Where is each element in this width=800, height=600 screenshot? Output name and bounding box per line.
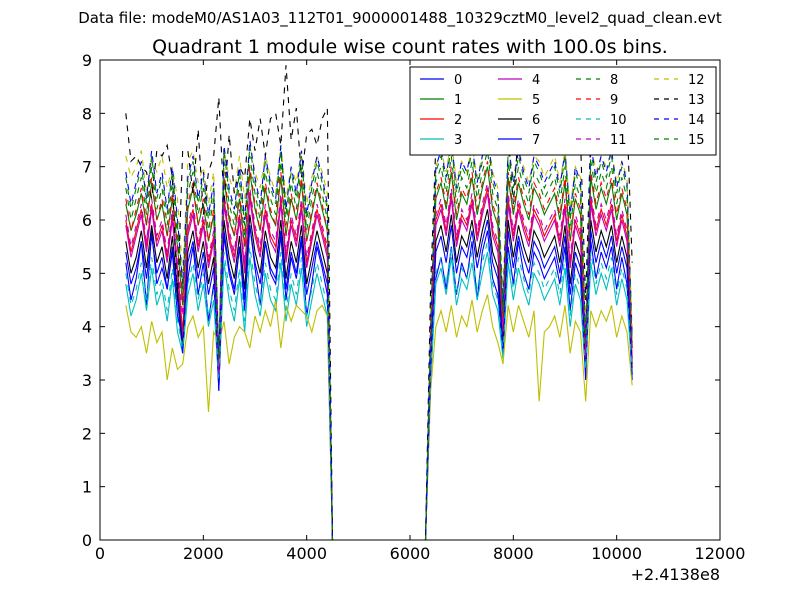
series-line-11	[125, 182, 633, 541]
legend-label-4: 4	[532, 73, 540, 88]
y-tick-label: 9	[82, 51, 92, 70]
x-tick-label: 4000	[286, 544, 327, 563]
figure-suptitle: Data file: modeM0/AS1A03_112T01_90000014…	[78, 9, 722, 27]
legend-label-2: 2	[454, 113, 462, 128]
series-line-0	[125, 225, 633, 541]
legend-label-10: 10	[610, 113, 627, 128]
legend-label-7: 7	[532, 133, 540, 148]
x-tick-label: 10000	[591, 544, 642, 563]
chart-title: Quadrant 1 module wise count rates with …	[152, 36, 668, 58]
legend-label-14: 14	[688, 113, 705, 128]
y-tick-label: 4	[82, 318, 92, 337]
legend-label-12: 12	[688, 73, 705, 88]
legend-box	[409, 66, 717, 156]
legend-label-3: 3	[454, 133, 462, 148]
x-tick-label: 12000	[695, 544, 746, 563]
x-tick-label: 0	[95, 544, 105, 563]
legend-label-11: 11	[610, 133, 627, 148]
y-tick-label: 5	[82, 264, 92, 283]
series-line-2	[125, 187, 633, 541]
series-line-5	[125, 294, 633, 541]
legend-label-8: 8	[610, 73, 618, 88]
legend-label-1: 1	[454, 93, 462, 108]
legend-label-15: 15	[688, 133, 705, 148]
y-tick-label: 6	[82, 211, 92, 230]
y-tick-label: 0	[82, 531, 92, 550]
x-axis-offset-label: +2.4138e8	[631, 565, 720, 584]
legend-label-9: 9	[610, 93, 618, 108]
series-line-10	[125, 241, 633, 541]
series-line-12	[125, 134, 633, 541]
legend-label-5: 5	[532, 93, 540, 108]
y-tick-label: 1	[82, 478, 92, 497]
y-tick-label: 2	[82, 424, 92, 443]
series-line-9	[125, 161, 633, 541]
legend-label-6: 6	[532, 113, 540, 128]
series-line-3	[125, 251, 633, 541]
y-tick-label: 3	[82, 371, 92, 390]
x-tick-label: 8000	[493, 544, 534, 563]
y-tick-label: 8	[82, 104, 92, 123]
y-tick-label: 7	[82, 158, 92, 177]
legend-label-13: 13	[688, 93, 705, 108]
x-tick-label: 2000	[183, 544, 224, 563]
x-tick-label: 6000	[390, 544, 431, 563]
x-axis: 0 2000 4000 6000 8000 10000 12000	[95, 60, 746, 563]
legend-label-0: 0	[454, 73, 462, 88]
